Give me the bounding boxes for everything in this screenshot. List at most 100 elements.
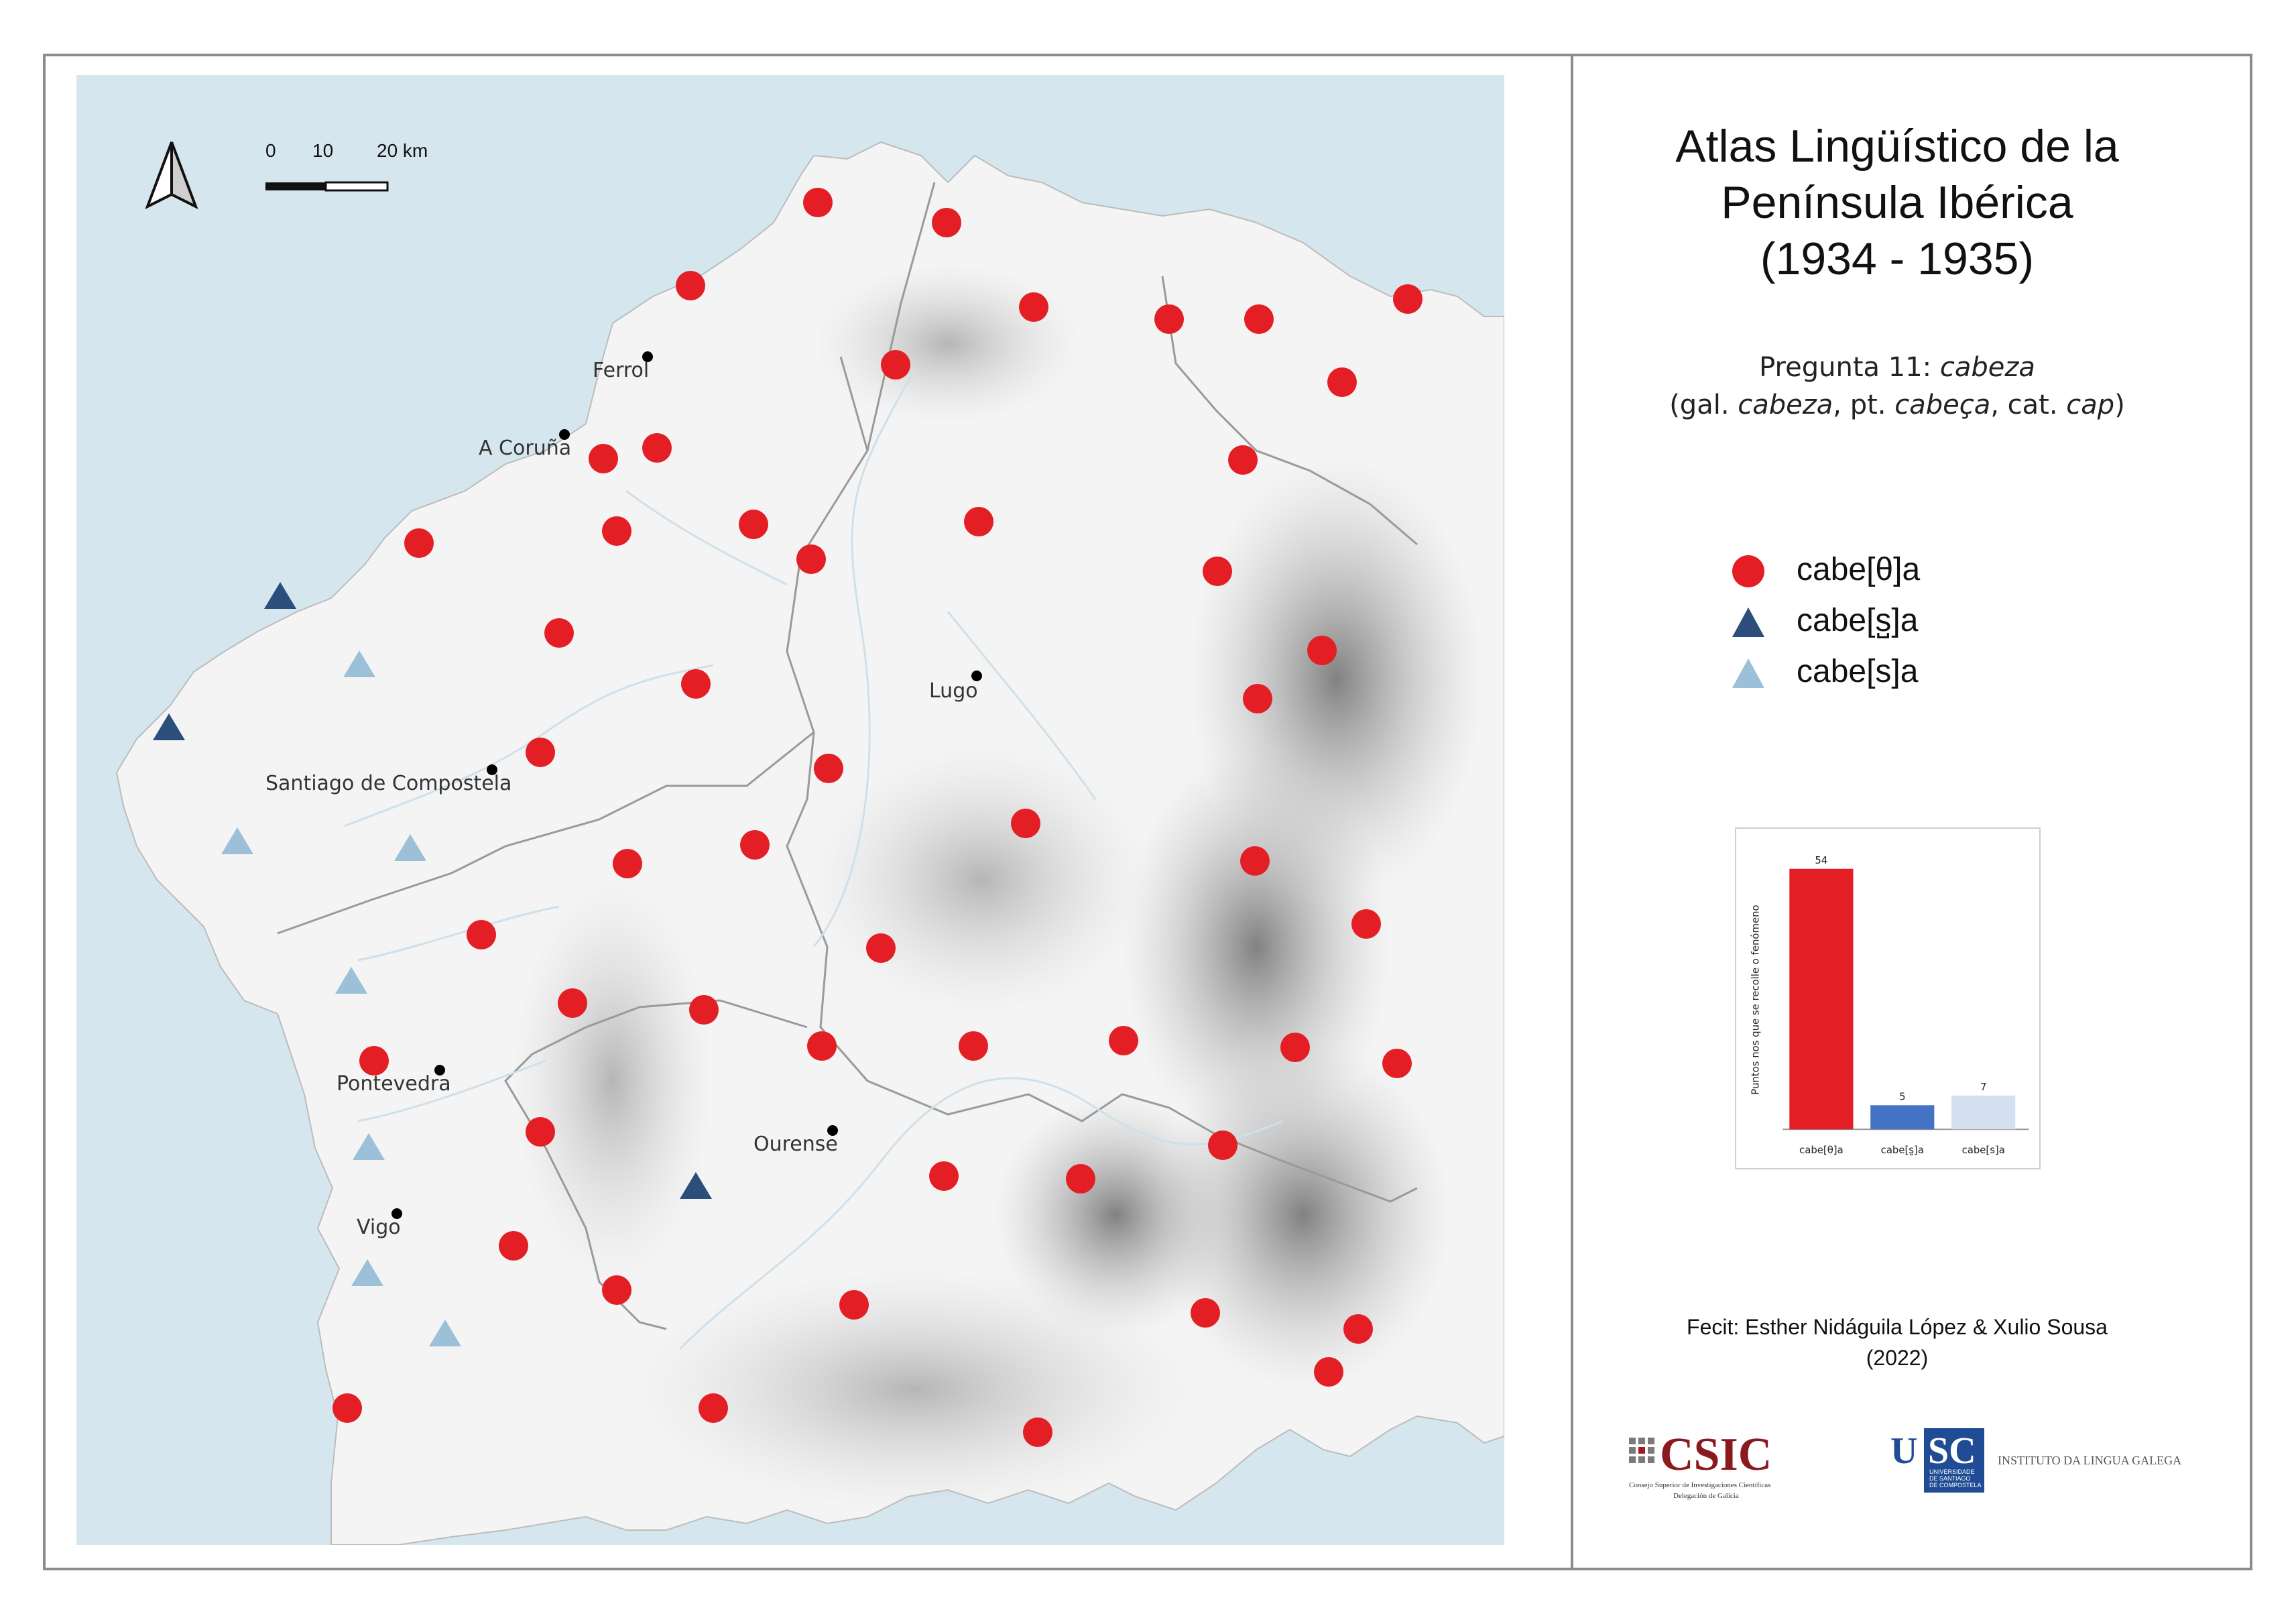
point-s-apical[interactable] — [264, 582, 296, 609]
point-theta[interactable] — [602, 1275, 631, 1305]
point-theta[interactable] — [467, 920, 496, 949]
relief-dorsal — [512, 880, 713, 1282]
csic-logo[interactable]: CSIC Consejo Superior de Investigaciones… — [1626, 1428, 1848, 1509]
point-theta[interactable] — [881, 350, 910, 380]
usc-sub-1: UNIVERSIDADE — [1929, 1468, 1975, 1475]
point-theta[interactable] — [964, 507, 993, 536]
usc-sub-3: DE COMPOSTELA — [1929, 1482, 1982, 1489]
point-theta[interactable] — [1066, 1164, 1095, 1194]
point-theta[interactable] — [1228, 445, 1258, 475]
point-s-laminal[interactable] — [353, 1133, 385, 1160]
point-s-apical[interactable] — [680, 1172, 712, 1199]
point-theta[interactable] — [1203, 557, 1232, 586]
usc-box — [1924, 1428, 1984, 1493]
point-s-laminal[interactable] — [343, 650, 375, 677]
point-s-laminal[interactable] — [394, 834, 426, 861]
point-theta[interactable] — [1154, 304, 1184, 334]
point-theta[interactable] — [796, 544, 826, 574]
chart-data-label: 5 — [1899, 1090, 1905, 1102]
city-santiago[interactable]: Santiago de Compostela — [265, 764, 511, 795]
point-theta[interactable] — [699, 1393, 728, 1423]
city-pontevedra[interactable]: Pontevedra — [337, 1065, 451, 1096]
point-theta[interactable] — [1023, 1417, 1052, 1447]
city-label: Santiago de Compostela — [265, 772, 511, 795]
chart-bar-1[interactable] — [1789, 868, 1854, 1130]
point-s-laminal[interactable] — [351, 1259, 383, 1286]
point-theta[interactable] — [499, 1231, 528, 1261]
point-theta[interactable] — [929, 1161, 959, 1191]
point-theta[interactable] — [558, 988, 587, 1018]
point-theta[interactable] — [1343, 1314, 1373, 1344]
point-theta[interactable] — [681, 669, 711, 699]
point-theta[interactable] — [526, 1117, 555, 1147]
point-theta[interactable] — [839, 1290, 869, 1320]
city-ourense[interactable]: Ourense — [753, 1125, 838, 1156]
point-theta[interactable] — [404, 528, 434, 558]
point-s-laminal[interactable] — [221, 827, 253, 854]
point-theta[interactable] — [1244, 304, 1274, 334]
point-theta[interactable] — [739, 510, 768, 539]
usc-wordmark-sc: SC — [1928, 1430, 1976, 1472]
point-theta[interactable] — [1307, 636, 1337, 665]
point-theta[interactable] — [866, 933, 896, 963]
rivers — [344, 369, 1284, 1350]
city-lugo[interactable]: Lugo — [929, 671, 982, 703]
point-theta[interactable] — [1019, 292, 1048, 322]
point-theta[interactable] — [602, 516, 631, 546]
point-theta[interactable] — [1240, 846, 1270, 876]
point-theta[interactable] — [689, 995, 719, 1025]
usc-logo[interactable]: U SC UNIVERSIDADE DE SANTIAGO DE COMPOST… — [1890, 1428, 2199, 1502]
usc-institute: INSTITUTO DA LINGUA GALEGA — [1998, 1454, 2181, 1467]
points-theta — [333, 188, 1423, 1447]
point-theta[interactable] — [932, 208, 961, 237]
csic-line-2: Delegación de Galicia — [1673, 1492, 1739, 1500]
point-theta[interactable] — [1327, 367, 1357, 397]
point-theta[interactable] — [676, 271, 705, 300]
point-s-apical[interactable] — [153, 713, 185, 740]
point-theta[interactable] — [1351, 909, 1381, 939]
point-theta[interactable] — [1314, 1357, 1343, 1387]
point-s-laminal[interactable] — [429, 1320, 461, 1346]
chart-data-label: 54 — [1815, 854, 1827, 866]
point-theta[interactable] — [803, 188, 833, 217]
point-theta[interactable] — [1243, 684, 1272, 713]
point-theta[interactable] — [613, 849, 642, 878]
title-line-3: (1934 - 1935) — [1760, 233, 2035, 284]
point-theta[interactable] — [1280, 1033, 1310, 1062]
gloss-gal: cabeza — [1738, 390, 1833, 420]
legend-label: cabe[s]a — [1797, 654, 1919, 689]
point-theta[interactable] — [1208, 1130, 1237, 1160]
chart-bar-3[interactable] — [1951, 1095, 2016, 1130]
gloss-pt: cabeça — [1894, 390, 1991, 420]
city-vigo[interactable]: Vigo — [357, 1208, 402, 1239]
point-theta[interactable] — [526, 738, 555, 767]
point-s-laminal[interactable] — [335, 967, 367, 994]
point-theta[interactable] — [1109, 1026, 1138, 1055]
point-theta[interactable] — [1191, 1298, 1220, 1328]
city-a-coruna[interactable]: A Coruña — [479, 429, 571, 460]
question-prefix: Pregunta 11: — [1759, 352, 1940, 383]
legend-label: cabe[θ]a — [1797, 552, 1921, 587]
point-theta[interactable] — [359, 1046, 389, 1076]
gloss-cat-sep: , cat. — [1990, 390, 2067, 420]
points-s-apical — [153, 582, 712, 1199]
city-ferrol[interactable]: Ferrol — [593, 351, 653, 382]
point-theta[interactable] — [544, 618, 574, 648]
city-label: Vigo — [357, 1216, 401, 1239]
point-theta[interactable] — [1393, 284, 1423, 314]
point-theta[interactable] — [740, 830, 770, 860]
chart-bar-2[interactable] — [1870, 1105, 1935, 1130]
point-theta[interactable] — [333, 1393, 362, 1423]
point-theta[interactable] — [642, 433, 672, 463]
points-s-laminal — [221, 650, 461, 1346]
point-theta[interactable] — [959, 1031, 988, 1061]
title-line-1: Atlas Lingüístico de la — [1675, 121, 2119, 172]
point-theta[interactable] — [814, 754, 843, 783]
point-theta[interactable] — [589, 444, 618, 473]
point-theta[interactable] — [807, 1031, 837, 1061]
question-line-1: Pregunta 11: cabeza — [1595, 349, 2199, 386]
csic-emblem-icon — [1629, 1438, 1654, 1463]
chart-y-axis-label: Puntos nos que se recolle o fenómeno — [1750, 905, 1762, 1094]
point-theta[interactable] — [1011, 809, 1040, 838]
point-theta[interactable] — [1382, 1049, 1412, 1078]
